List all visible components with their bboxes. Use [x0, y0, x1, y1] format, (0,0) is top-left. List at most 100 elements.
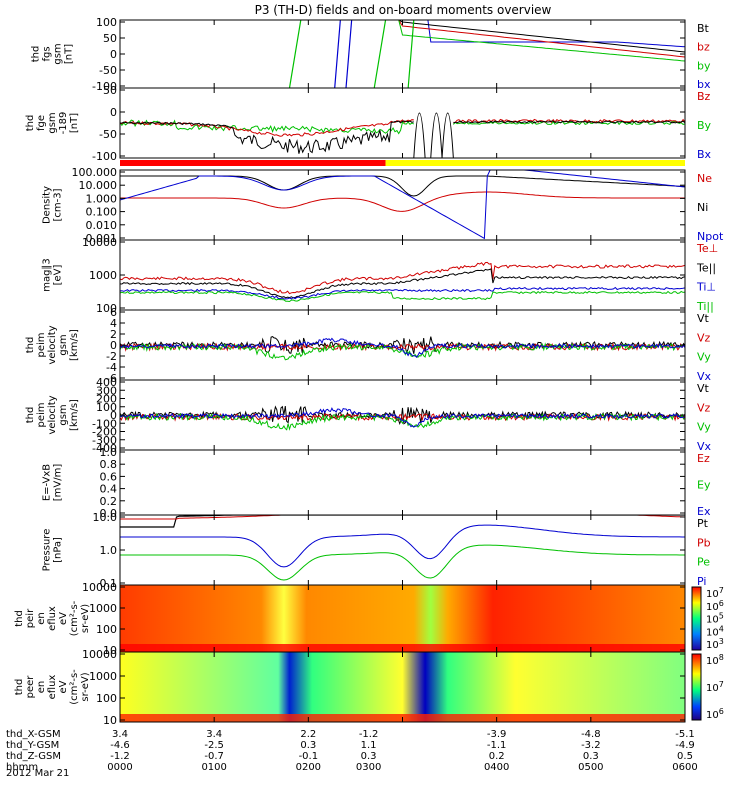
legend-Pt: Pt — [697, 517, 709, 530]
series-te-par — [120, 268, 685, 299]
xaxis-row-label: thd_X-GSM — [6, 729, 61, 740]
xaxis-value: -3.9 — [487, 729, 507, 740]
ytick-label: 100 — [96, 16, 117, 29]
panel-data-fgs — [120, 20, 685, 88]
panel-data-peim_velocity_dsl — [120, 336, 685, 361]
colorbar-electron_spectrogram — [691, 653, 702, 721]
colorbar-tick: 107 — [706, 680, 724, 694]
legend-Bt: Bt — [697, 22, 710, 35]
ytick-label: 100 — [96, 623, 117, 636]
mode-bar-slow — [385, 160, 685, 166]
xaxis-value: -4.8 — [581, 729, 601, 740]
ylabel-fge: thdfgegsm-189[nT] — [25, 112, 80, 135]
series-spike — [288, 20, 302, 88]
legend-Pi: Pi — [697, 575, 706, 588]
series-arc — [430, 112, 443, 158]
ylabel-pressure: Pressure[nPa] — [42, 529, 64, 572]
legend-Vx: Vx — [697, 370, 712, 383]
colorbar-tick: 106 — [706, 599, 724, 613]
ytick-label: 2 — [110, 328, 117, 341]
ytick-label: 0.1 — [100, 577, 118, 590]
legend-Vt: Vt — [697, 312, 710, 325]
legend-bx: bx — [697, 78, 711, 91]
panel-efield: 1.00.80.60.40.20.0 E=-VxB[mV/m] Ez Ey Ex — [42, 446, 711, 520]
ytick-label: 0.4 — [100, 483, 118, 496]
xaxis-value: -1.1 — [487, 740, 507, 751]
spectrogram-electron_spectrogram — [120, 652, 685, 722]
series-ne — [120, 191, 685, 212]
legend-Ey: Ey — [697, 479, 711, 492]
legend-Vy: Vy — [697, 351, 711, 364]
xaxis-value: 0.3 — [583, 751, 599, 762]
xaxis-value: -5.1 — [675, 729, 695, 740]
ytick-label: -400 — [92, 442, 117, 455]
panel-data-temperature — [120, 261, 685, 303]
series-by — [120, 119, 685, 135]
mode-bar-fast — [120, 160, 386, 166]
panel-data-ion_spectrogram — [120, 585, 685, 652]
xaxis-value: 0.3 — [361, 751, 377, 762]
colorbar-tick: 105 — [706, 612, 724, 626]
xaxis-value: 3.4 — [206, 729, 222, 740]
ytick-label: 10000 — [82, 236, 117, 249]
panel-electron_spectrogram: 10000 1000 100 10 thdpeerenefluxeV(cm²-s-sr-… — [14, 648, 724, 727]
series-vx — [120, 407, 685, 428]
ylabel-temperature: mag∥3[eV] — [42, 258, 64, 292]
colorbar-tick: 107 — [706, 586, 724, 600]
series-pe — [120, 544, 685, 581]
series-npot — [120, 170, 685, 240]
ytick-label: 10 — [103, 644, 117, 657]
ytick-label: -6 — [106, 372, 117, 385]
legend-Npot: Npot — [697, 230, 724, 243]
xaxis-value: 3.4 — [112, 729, 128, 740]
xaxis-value: 2.2 — [300, 729, 316, 740]
legend-Ne: Ne — [697, 172, 712, 185]
series-ni — [120, 175, 685, 197]
ytick-label: 0.2 — [100, 495, 118, 508]
xaxis-value: -0.1 — [299, 751, 319, 762]
series-vx — [120, 337, 685, 358]
legend-Ex: Ex — [697, 505, 711, 518]
ytick-label: 4 — [110, 317, 117, 330]
ytick-label: 0.100 — [86, 206, 118, 219]
ylabel-ion_spectrogram: thdpeirenefluxeV(cm²-s-sr-eV) — [14, 600, 91, 636]
ytick-label: 100 — [96, 401, 117, 414]
legend-Ni: Ni — [697, 201, 708, 214]
panel-ion_spectrogram: 10000 1000 100 10 thdpeirenefluxeV(cm²-s-sr-… — [14, 581, 724, 657]
ytick-label: 400 — [96, 376, 117, 389]
panel-data-pressure — [120, 515, 685, 581]
series-pi — [120, 524, 685, 568]
panel-data-density — [120, 170, 685, 240]
xaxis-value: -1.2 — [110, 751, 130, 762]
ytick-label: 0.0 — [100, 507, 118, 520]
panel-fgs: 100 50 0 -50 -100 thdfgsgsm[nT] Bt bz by bx — [31, 16, 711, 93]
panel-frame — [119, 19, 686, 89]
series-arc — [441, 112, 454, 158]
legend-Bx: Bx — [697, 148, 712, 161]
xaxis-value: 0.2 — [489, 751, 505, 762]
ytick-label: 50 — [103, 32, 117, 45]
ytick-label: -200 — [92, 426, 117, 439]
ylabel-peim_velocity: thdpeimvelocitygsm[km/s] — [25, 395, 80, 434]
legend-Ti||: Ti|| — [696, 300, 714, 313]
ytick-label: 10.000 — [79, 179, 118, 192]
ytick-label: 0 — [110, 48, 117, 61]
series-spike — [373, 20, 387, 88]
ytick-label: 1000 — [89, 670, 117, 683]
ylabel-efield: E=-VxB[mV/m] — [42, 464, 64, 502]
ytick-label: 10000 — [82, 581, 117, 594]
date-label: 2012 Mar 21 — [6, 768, 69, 779]
ylabel-electron_spectrogram: thdpeerenefluxeV(cm²-s-sr-eV) — [14, 669, 91, 705]
panel-frame — [119, 514, 686, 586]
series-bx — [120, 120, 685, 154]
legend-Bz: Bz — [697, 90, 711, 103]
ytick-label: 100 — [96, 302, 117, 315]
colorbar-tick: 104 — [706, 624, 724, 638]
ylabel-fgs: thdfgsgsm[nT] — [31, 43, 75, 64]
legend-Vx: Vx — [697, 440, 712, 453]
xaxis-row-label: thd_Z-GSM — [6, 751, 61, 762]
ytick-label: -100 — [92, 80, 117, 93]
